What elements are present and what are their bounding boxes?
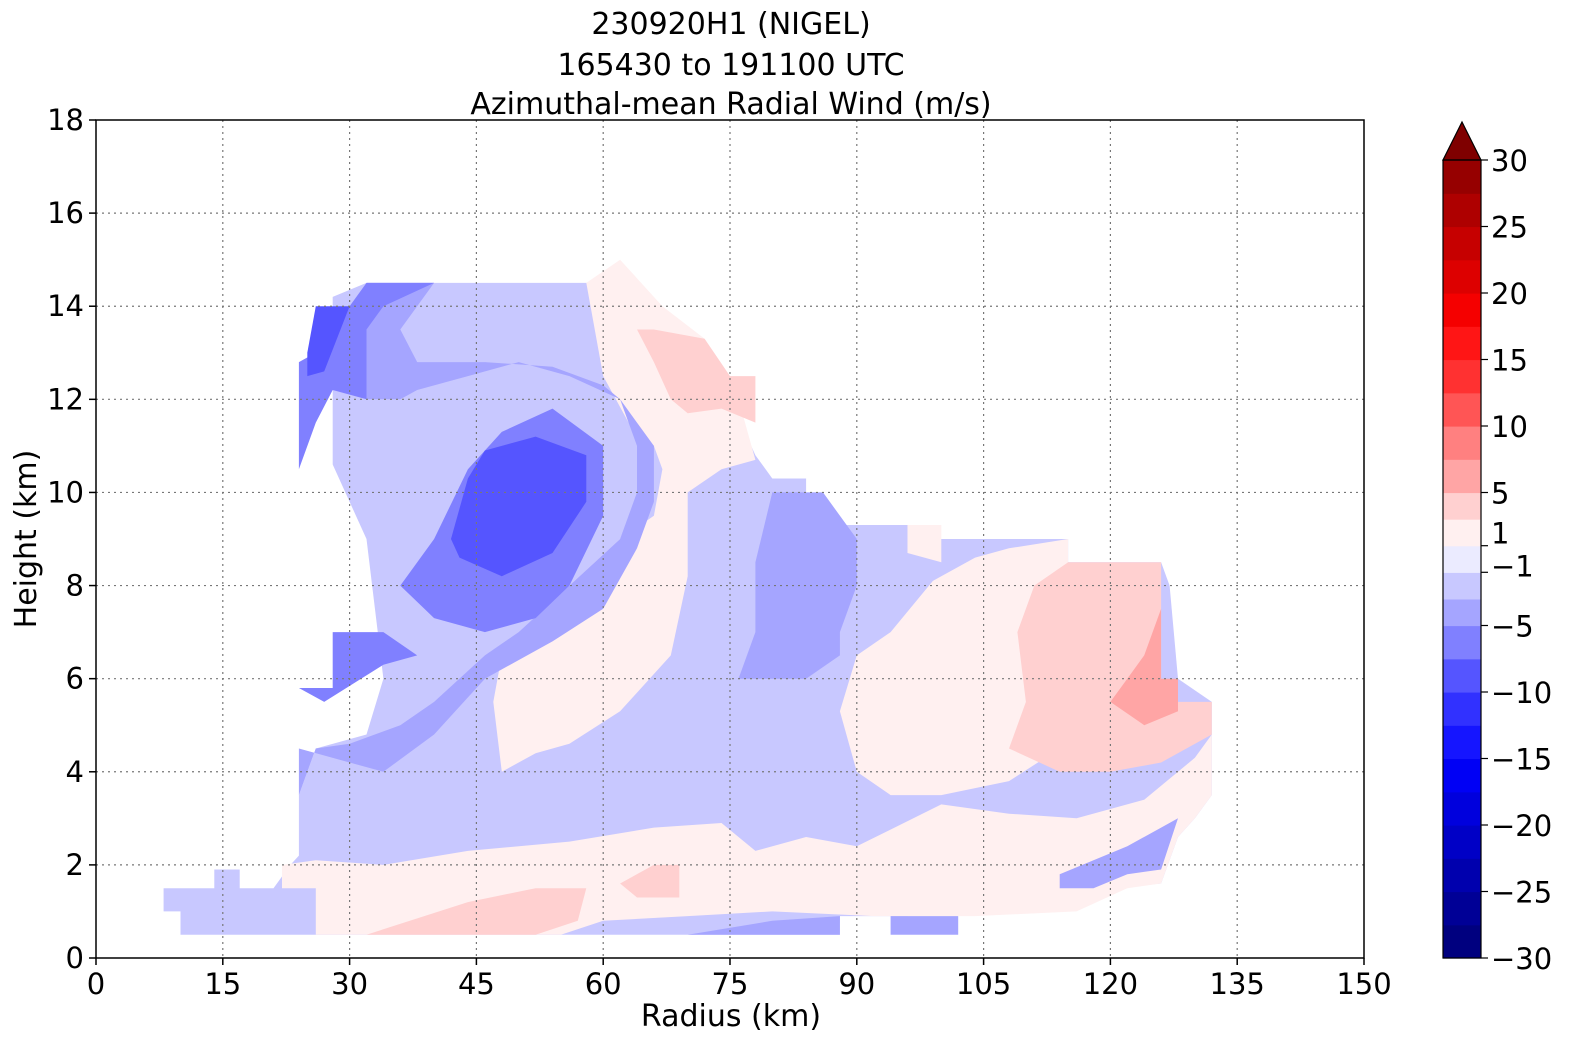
x-tick-label: 75 bbox=[712, 967, 749, 1001]
colorbar-segment bbox=[1443, 572, 1481, 600]
colorbar-tick-label: −15 bbox=[1491, 743, 1552, 777]
x-tick-label: 150 bbox=[1336, 967, 1391, 1001]
colorbar-segment bbox=[1443, 545, 1481, 573]
colorbar-tick-label: 1 bbox=[1491, 517, 1509, 551]
colorbar-tick-label: −20 bbox=[1491, 809, 1552, 843]
contour-region-18 bbox=[451, 436, 587, 577]
colorbar-segment bbox=[1443, 758, 1481, 793]
colorbar-tick-label: 10 bbox=[1491, 410, 1528, 444]
chart-title-line-2: 165430 to 191100 UTC bbox=[557, 48, 904, 83]
colorbar-tick-label: 20 bbox=[1491, 277, 1528, 311]
grid-lines bbox=[96, 120, 1364, 958]
colorbar-segment bbox=[1443, 924, 1481, 959]
contour-region-5 bbox=[637, 329, 756, 423]
colorbar-frame bbox=[1442, 159, 1482, 959]
contour-region-13 bbox=[1059, 818, 1178, 889]
colorbar-segment bbox=[1443, 858, 1481, 893]
x-tick-label: 105 bbox=[956, 967, 1011, 1001]
contour-region-12 bbox=[687, 916, 840, 935]
contour-region-7 bbox=[366, 888, 587, 935]
contour-region-8 bbox=[620, 864, 680, 898]
colorbar-segment bbox=[1443, 492, 1481, 520]
contour-region-11 bbox=[738, 492, 857, 679]
colorbar-extend-arrow bbox=[1442, 120, 1482, 161]
colorbar-tick-label: −30 bbox=[1491, 942, 1552, 976]
y-tick-label: 18 bbox=[47, 103, 84, 137]
colorbar-segment bbox=[1443, 426, 1481, 460]
y-tick-label: 6 bbox=[66, 662, 84, 696]
y-tick-label: 10 bbox=[47, 475, 84, 509]
colorbar-tick-label: 25 bbox=[1491, 211, 1528, 245]
y-tick-label: 2 bbox=[66, 848, 84, 882]
x-tick-label: 0 bbox=[87, 967, 105, 1001]
x-tick-label: 45 bbox=[458, 967, 495, 1001]
colorbar-tick-label: −5 bbox=[1491, 610, 1534, 644]
chart-title-line-1: 230920H1 (NIGEL) bbox=[591, 7, 870, 42]
colorbar-tick-label: 5 bbox=[1491, 477, 1509, 511]
colorbar-segment bbox=[1443, 293, 1481, 327]
contour-region-4 bbox=[907, 525, 942, 563]
contour-region-17 bbox=[298, 282, 435, 470]
colorbar-segment bbox=[1443, 160, 1481, 194]
y-tick-label: 12 bbox=[47, 382, 84, 416]
contour-region-19 bbox=[307, 306, 350, 377]
colorbar-segment bbox=[1443, 825, 1481, 859]
colorbar-segment bbox=[1443, 259, 1481, 294]
colorbar-tick-label: 15 bbox=[1491, 344, 1528, 378]
colorbar-segment bbox=[1443, 392, 1481, 427]
colorbar-segment bbox=[1443, 625, 1481, 660]
colorbar-segment bbox=[1443, 459, 1481, 494]
colorbar-segment bbox=[1443, 791, 1481, 826]
contour-region-9 bbox=[1110, 608, 1178, 726]
chart-title-line-3: Azimuthal-mean Radial Wind (m/s) bbox=[470, 87, 991, 122]
colorbar-tick-label: −10 bbox=[1491, 676, 1552, 710]
colorbar-segment bbox=[1443, 193, 1481, 228]
colorbar-segment bbox=[1443, 519, 1481, 547]
y-axis-label: Height (km) bbox=[9, 450, 44, 629]
x-axis-ticks: 0 15 30 45 60 75 90 105 120 135 150 bbox=[87, 958, 1392, 1001]
x-tick-label: 15 bbox=[204, 967, 241, 1001]
colorbar-segment bbox=[1443, 359, 1481, 394]
x-tick-label: 135 bbox=[1210, 967, 1265, 1001]
colorbar-tick-label: −25 bbox=[1491, 876, 1552, 910]
contour-region-14 bbox=[890, 916, 959, 935]
y-tick-label: 16 bbox=[47, 196, 84, 230]
contour-region-15 bbox=[298, 632, 418, 702]
colorbar-segment bbox=[1443, 598, 1481, 627]
y-tick-label: 14 bbox=[47, 289, 84, 323]
x-axis-label: Radius (km) bbox=[641, 999, 821, 1034]
colorbar-segment bbox=[1443, 725, 1481, 760]
colorbar-segment bbox=[1443, 226, 1481, 261]
colorbar-segment bbox=[1443, 692, 1481, 726]
contour-region-1 bbox=[282, 734, 1212, 935]
contour-fills bbox=[163, 259, 1212, 935]
y-tick-label: 4 bbox=[66, 755, 84, 789]
y-tick-label: 0 bbox=[66, 941, 84, 975]
x-tick-label: 90 bbox=[838, 967, 875, 1001]
y-axis-ticks: 0 2 4 6 8 10 12 14 16 18 bbox=[47, 103, 96, 975]
x-tick-label: 30 bbox=[331, 967, 368, 1001]
colorbar bbox=[1442, 120, 1482, 959]
x-tick-label: 60 bbox=[585, 967, 622, 1001]
colorbar-tick-label: −1 bbox=[1491, 549, 1534, 583]
colorbar-segment bbox=[1443, 326, 1481, 361]
colorbar-tick-label: 30 bbox=[1491, 144, 1528, 178]
y-tick-label: 8 bbox=[66, 569, 84, 603]
colorbar-segment bbox=[1443, 891, 1481, 926]
x-tick-label: 120 bbox=[1083, 967, 1138, 1001]
colorbar-segment bbox=[1443, 658, 1481, 693]
